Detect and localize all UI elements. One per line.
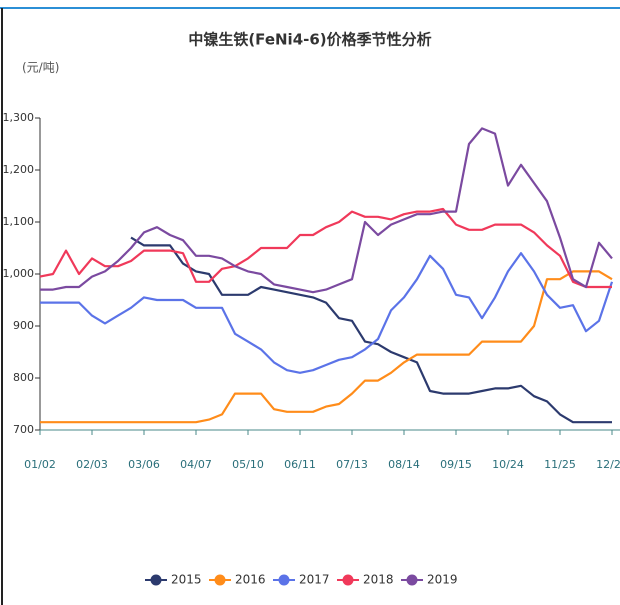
x-tick-label: 09/15 xyxy=(440,458,472,471)
series-line xyxy=(40,270,613,424)
y-axis-label: (元/吨) xyxy=(22,61,59,75)
x-tick-label: 07/13 xyxy=(336,458,368,471)
series-line xyxy=(40,127,613,294)
legend-marker xyxy=(342,574,354,586)
legend-marker xyxy=(214,574,226,586)
y-tick-label: 1,000 xyxy=(3,267,35,280)
y-tick-label: 900 xyxy=(13,319,34,332)
x-tick-label: 06/11 xyxy=(284,458,316,471)
y-tick-label: 1,300 xyxy=(3,111,35,124)
y-tick-label: 1,200 xyxy=(3,163,35,176)
legend-label: 2019 xyxy=(427,573,458,587)
legend-label: 2018 xyxy=(363,573,394,587)
x-tick-label: 10/24 xyxy=(492,458,524,471)
x-tick-label: 02/03 xyxy=(76,458,108,471)
y-tick-label: 1,100 xyxy=(3,215,35,228)
series-line xyxy=(40,252,614,374)
legend-label: 2017 xyxy=(299,573,330,587)
legend-marker xyxy=(150,574,162,586)
legend-label: 2016 xyxy=(235,573,266,587)
x-tick-label: 01/02 xyxy=(24,458,56,471)
x-tick-label: 11/25 xyxy=(544,458,576,471)
x-tick-label: 12/27 xyxy=(596,458,620,471)
series-line xyxy=(39,207,612,289)
x-tick-label: 04/07 xyxy=(180,458,212,471)
x-tick-label: 05/10 xyxy=(232,458,264,471)
y-tick-label: 800 xyxy=(13,371,34,384)
x-tick-label: 03/06 xyxy=(128,458,160,471)
chart-title: 中镍生铁(FeNi4-6)价格季节性分析 xyxy=(188,31,431,49)
legend-marker xyxy=(278,574,290,586)
legend-marker xyxy=(406,574,418,586)
legend-label: 2015 xyxy=(171,573,202,587)
x-tick-label: 08/14 xyxy=(388,458,420,471)
y-tick-label: 700 xyxy=(13,423,34,436)
